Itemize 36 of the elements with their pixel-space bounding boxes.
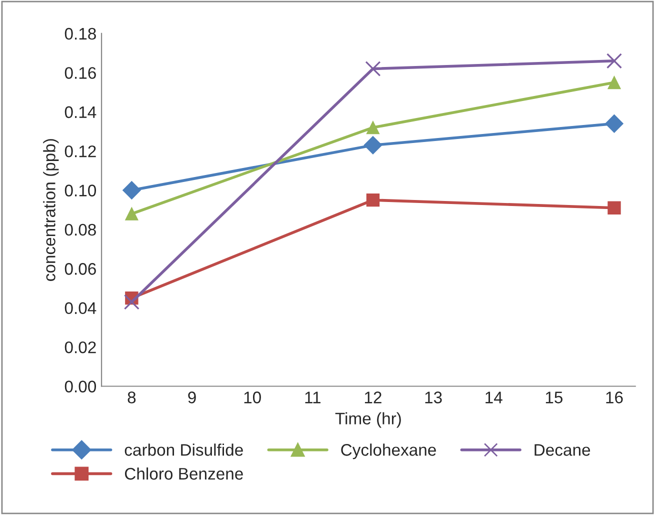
legend-label: Decane bbox=[534, 444, 590, 456]
legend-label: carbon Disulfide bbox=[124, 444, 243, 456]
y-tick-label: 0.10 bbox=[64, 184, 96, 196]
point bbox=[606, 53, 622, 69]
x-tick-label: 14 bbox=[486, 392, 502, 404]
y-tick-label: 0.08 bbox=[64, 224, 96, 236]
y-tick-label: 0.16 bbox=[64, 67, 96, 79]
y-tick-label: 0.12 bbox=[64, 145, 96, 158]
y-tick-label: 0.04 bbox=[64, 302, 96, 314]
point bbox=[125, 207, 138, 220]
x-axis-title: Time (hr) bbox=[335, 412, 401, 428]
point bbox=[122, 181, 141, 200]
y-tick-label: 0.06 bbox=[64, 263, 96, 275]
legend-label: Cyclohexane bbox=[341, 444, 436, 460]
y-axis-title: concentration (ppb) bbox=[43, 139, 59, 281]
point bbox=[366, 120, 380, 134]
point bbox=[124, 294, 140, 310]
y-tick-label: 0.02 bbox=[64, 341, 96, 354]
y-tick-label: 0.14 bbox=[64, 106, 96, 118]
point bbox=[608, 76, 621, 90]
x-tick-label: 16 bbox=[606, 392, 623, 404]
x-tick-label: 11 bbox=[305, 392, 320, 404]
x-tick-label: 8 bbox=[128, 392, 136, 404]
point bbox=[366, 193, 380, 207]
x-tick-label: 9 bbox=[188, 392, 196, 404]
point bbox=[608, 201, 621, 215]
x-tick-label: 13 bbox=[425, 392, 442, 404]
y-tick-label: 0.18 bbox=[64, 28, 96, 40]
legend-label: Chloro Benzene bbox=[124, 467, 243, 480]
point bbox=[365, 60, 381, 77]
x-tick-label: 15 bbox=[546, 392, 562, 404]
x-tick-label: 10 bbox=[244, 392, 261, 404]
y-tick-label: 0.00 bbox=[64, 380, 96, 392]
x-tick-label: 12 bbox=[364, 392, 382, 404]
point bbox=[605, 114, 624, 133]
point bbox=[364, 136, 382, 154]
